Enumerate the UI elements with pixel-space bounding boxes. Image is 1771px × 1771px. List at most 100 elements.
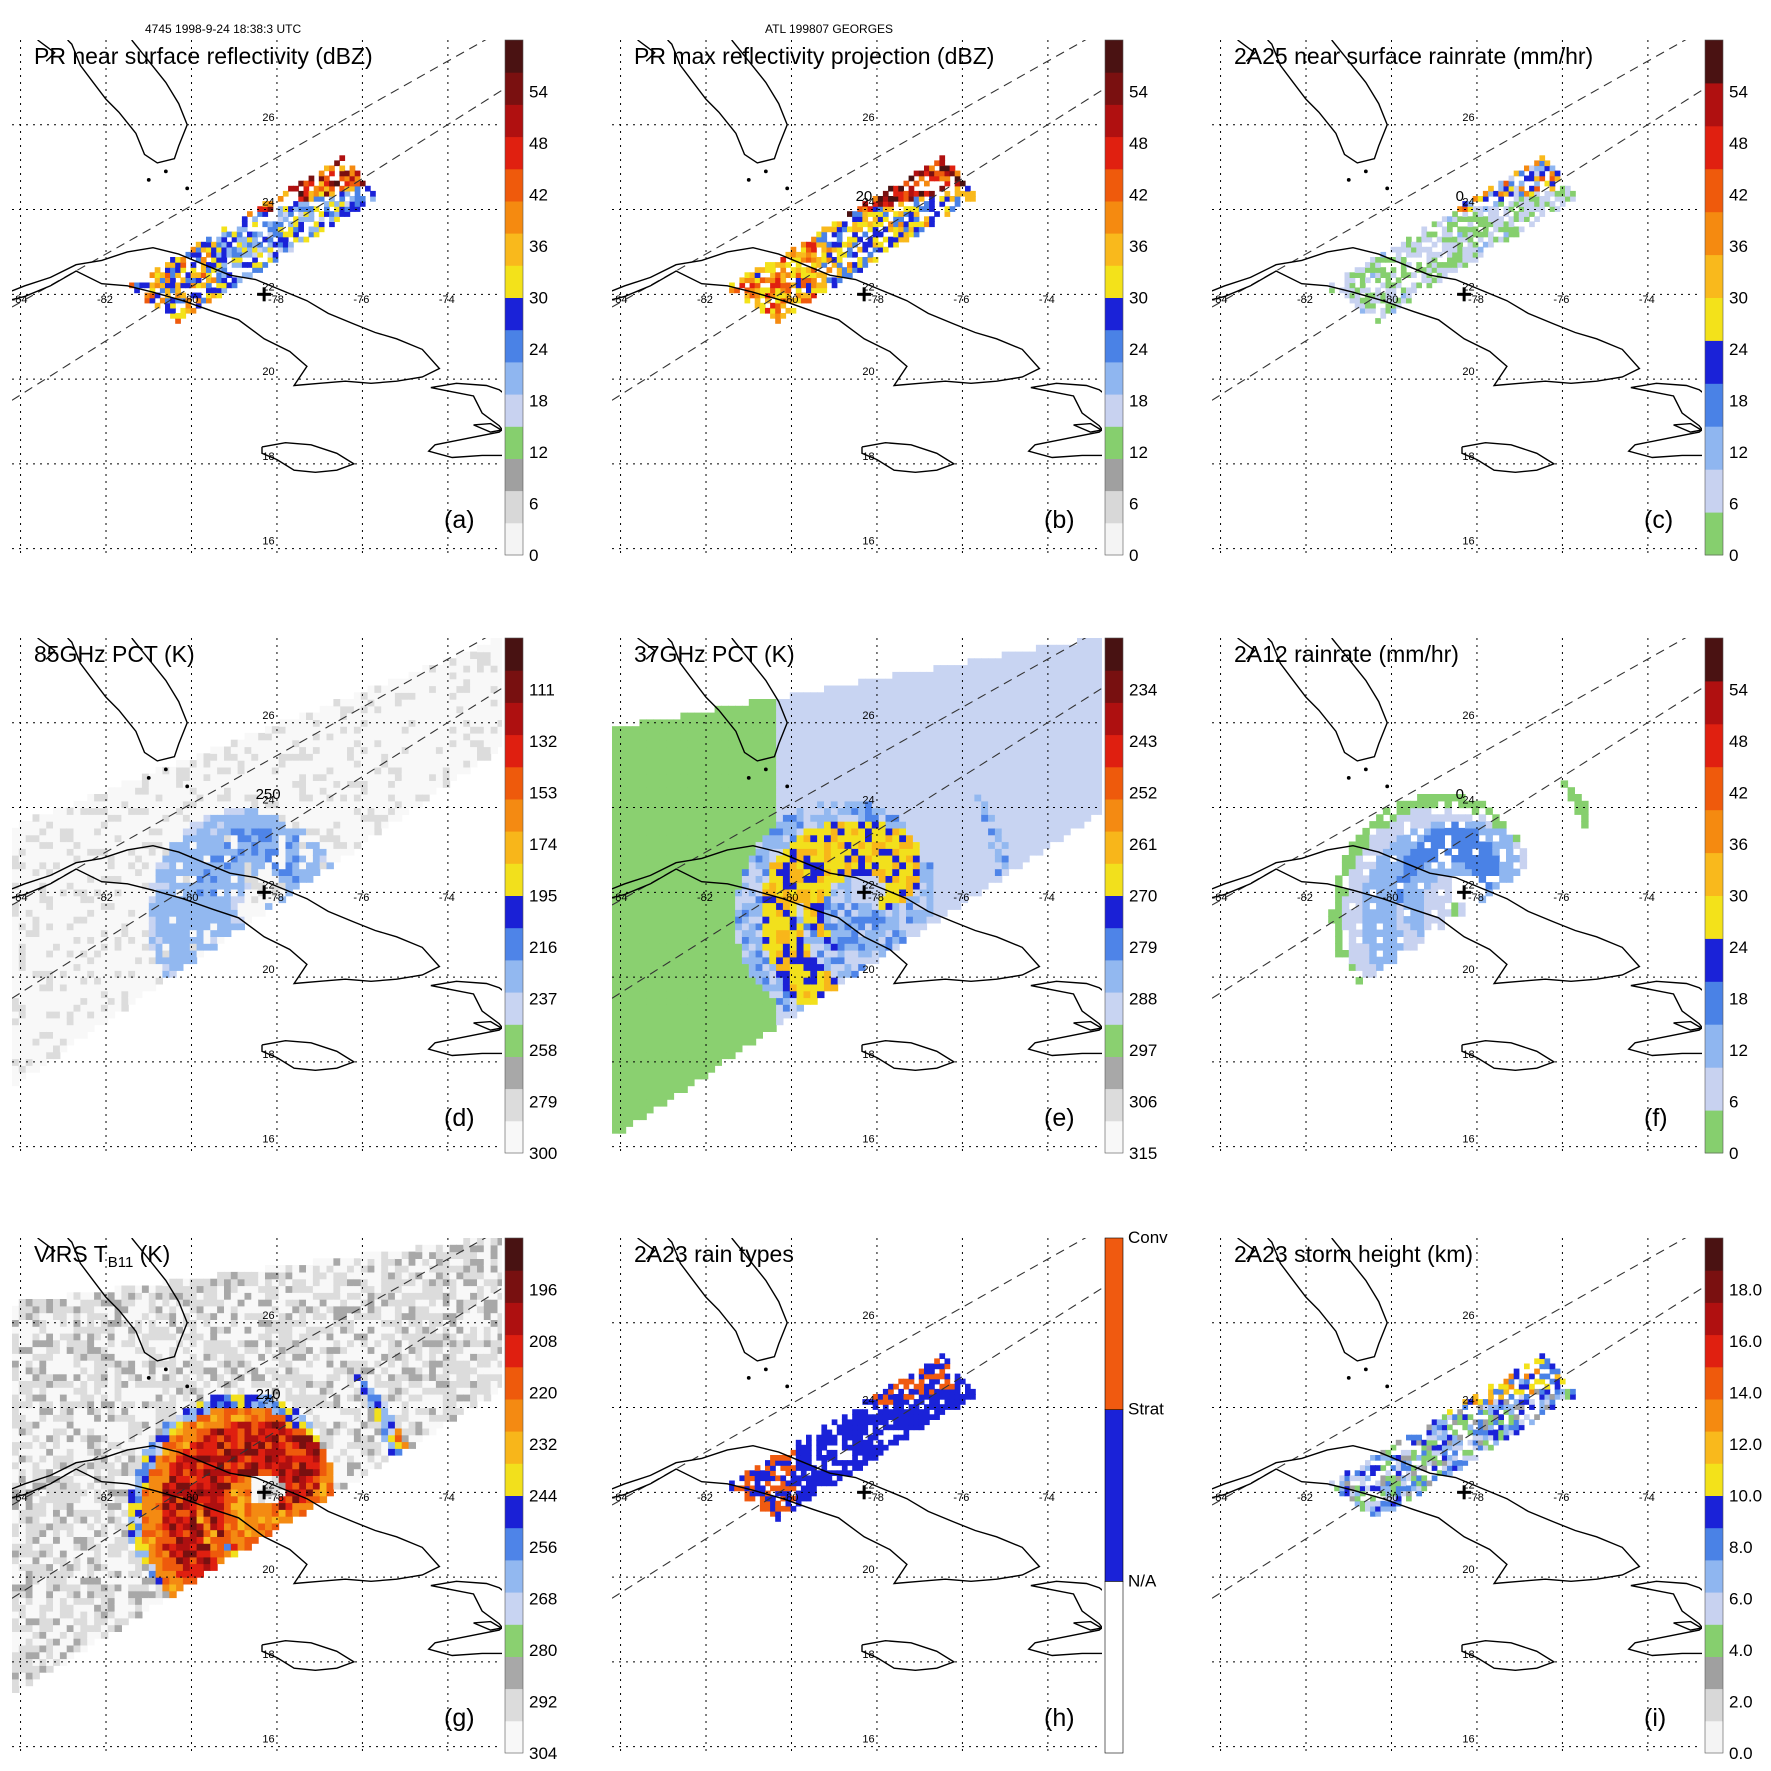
pixel-cell [80,882,88,890]
pixel-cell [135,875,143,883]
pixel-cell [73,827,81,836]
pixel-cell [639,807,647,815]
pixel-cell [769,1011,777,1019]
pixel-cell [381,692,389,700]
pixel-cell [210,760,218,768]
pixel-cell [121,936,129,944]
pixel-cell [780,262,787,268]
pixel-cell [415,800,423,809]
pixel-cell [744,272,751,278]
pixel-cell [673,780,681,788]
pixel-cell [1513,211,1520,217]
pixel-cell [182,814,191,822]
pixel-cell [714,970,722,978]
pixel-cell [782,807,791,815]
pixel-cell [46,990,54,999]
pixel-cell [12,956,20,965]
pixel-cell [803,956,811,965]
pixel-cell [653,814,661,822]
pixel-cell [1524,201,1530,207]
pixel-cell [625,875,634,883]
pixel-cell [100,943,109,951]
colorbar-segment [1105,104,1123,138]
pixel-cell [618,753,627,761]
pixel-cell [795,292,802,299]
pixel-cell [1513,226,1520,233]
pixel-cell [796,814,804,822]
lon-tick-label: -82 [697,294,713,306]
pixel-cell [1549,180,1556,187]
pixel-cell [210,766,218,775]
pixel-cell [277,211,284,217]
pixel-cell [872,246,879,253]
pixel-cell [354,175,361,182]
pixel-cell [367,760,375,768]
pixel-cell [401,699,410,707]
pixel-cell [422,746,430,754]
pixel-cell [155,807,163,815]
pixel-cell [39,861,47,870]
pixel-cell [612,997,620,1005]
pixel-cell [748,726,757,734]
pixel-cell [141,909,150,917]
pixel-cell [612,1085,620,1093]
pixel-cell [354,180,361,187]
pixel-cell [114,916,122,924]
pixel-cell [100,1004,109,1012]
pixel-cell [25,848,34,856]
pixel-cell [949,196,956,202]
pixel-cell [687,1031,695,1039]
pixel-cell [687,895,695,904]
pixel-cell [639,848,647,856]
pixel-cell [1472,251,1479,258]
pixel-cell [169,875,177,883]
pixel-cell [618,902,627,910]
pixel-cell [449,766,457,775]
pixel-cell [714,746,722,754]
pixel-cell [1431,231,1438,238]
pixel-cell [18,1024,27,1032]
pixel-cell [639,922,647,931]
colorbar-tick-label: 36 [1129,237,1148,256]
pixel-cell [456,746,464,754]
pixel-cell [360,712,369,720]
pixel-cell [141,814,150,822]
pixel-cell [810,916,818,924]
pixel-cell [789,922,798,931]
pixel-cell [735,807,743,815]
pixel-cell [1406,241,1412,248]
pixel-cell [422,712,430,720]
pixel-cell [1488,221,1494,228]
pixel-cell [1493,221,1499,228]
pixel-cell [687,739,695,748]
pixel-cell [401,794,410,802]
pixel-cell [770,267,776,273]
pixel-cell [612,1031,620,1039]
pixel-cell [292,746,300,754]
pixel-cell [46,977,54,985]
colorbar-segment [505,40,523,73]
pixel-cell [810,807,818,815]
pixel-cell [196,834,204,843]
pixel-cell [203,902,211,910]
pixel-cell [806,257,812,263]
pixel-cell [224,841,232,849]
pixel-cell [231,282,238,289]
pixel-cell [1488,206,1494,212]
pixel-cell [817,875,825,883]
pixel-cell [694,895,702,904]
pixel-cell [141,970,150,978]
pixel-cell [755,821,763,829]
pixel-cell [646,1031,654,1039]
pixel-cell [244,909,252,917]
pixel-cell [944,180,951,187]
pixel-cell [639,1038,647,1046]
pixel-cell [1508,231,1515,238]
pixel-cell [755,1011,763,1019]
pixel-cell [872,257,879,263]
pixel-cell [278,868,287,876]
pixel-cell [789,807,798,815]
storm-center-marker [1457,287,1472,302]
pixel-cell [735,760,743,768]
pixel-cell [80,841,88,849]
